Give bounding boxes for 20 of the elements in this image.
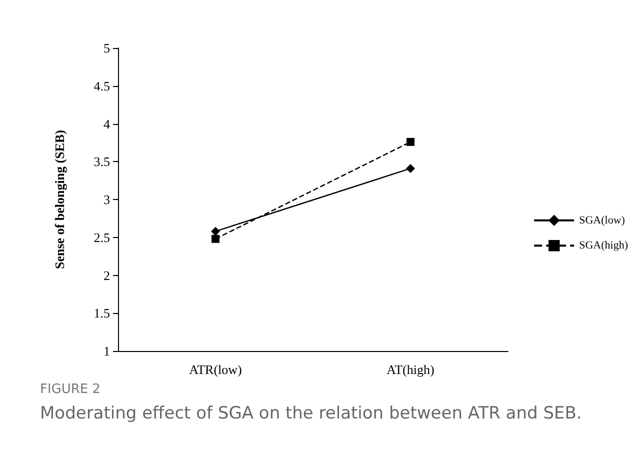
legend-label: SGA(high) — [579, 240, 628, 252]
point — [211, 226, 220, 236]
point — [212, 234, 220, 243]
y-tick-label: 3.5 — [94, 154, 110, 170]
y-tick-label: 3 — [104, 192, 110, 207]
x-tick-label: AT(high) — [386, 362, 434, 377]
x-tick-label: ATR(low) — [189, 362, 242, 377]
y-tick-label: 1.5 — [94, 306, 110, 321]
y-tick-label: 2.5 — [94, 230, 110, 245]
y-axis-title: Sense of belonging (SEB) — [52, 130, 67, 270]
point — [406, 164, 415, 173]
y-tick-label: 4 — [104, 116, 110, 132]
point — [406, 138, 414, 146]
y-tick-label: 4.5 — [94, 78, 110, 94]
y-tick-label: 5 — [104, 40, 110, 56]
text: Moderating effect of SGA on the relation between ATR and SEB. — [40, 404, 582, 424]
caption: FIGURE 2 — [40, 382, 101, 397]
legend-label: SGA(low) — [579, 214, 626, 226]
y-tick-label: 1 — [104, 344, 110, 358]
y-tick-label: 2 — [104, 268, 110, 283]
